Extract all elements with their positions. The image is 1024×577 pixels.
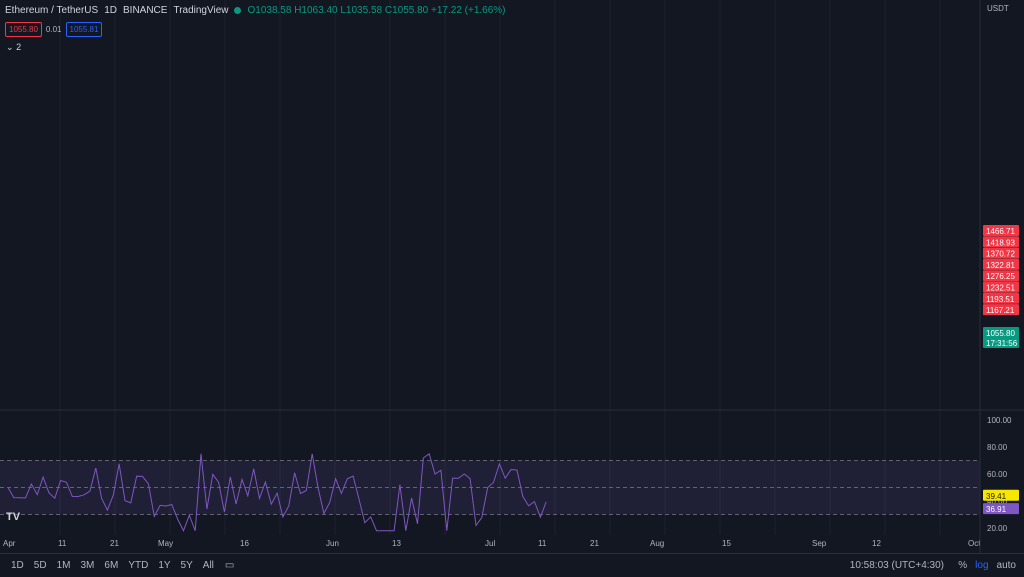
timeframe-button[interactable]: 1Y: [158, 560, 171, 571]
spread-value: 0.01: [45, 25, 62, 34]
rsi-tick-label: 20.00: [987, 524, 1008, 533]
ema-value-tag: 1466.71: [986, 227, 1015, 236]
time-tick-label: Jul: [485, 539, 495, 548]
ema-value-tag-bg: [983, 281, 1019, 293]
time-tick-label: 11: [58, 539, 67, 548]
timeframe-button[interactable]: 6M: [104, 560, 119, 571]
ema-value-tag: 1193.51: [986, 295, 1015, 304]
rsi-tick-label: 100.00: [987, 416, 1012, 425]
time-tick-label: May: [158, 539, 173, 548]
ema-value-tag: 1322.81: [986, 261, 1015, 270]
timeframe-selector: 1D 5D 1M 3M 6M YTD 1Y 5Y All: [0, 560, 219, 571]
time-tick-label: 13: [392, 539, 401, 548]
grid-lines: [59, 0, 941, 535]
time-tick-label: 15: [722, 539, 731, 548]
timeframe-button[interactable]: All: [202, 560, 214, 571]
timeframe-button[interactable]: YTD: [128, 560, 149, 571]
tradingview-logo-icon[interactable]: TV: [6, 511, 21, 523]
countdown-tag: 17:31:56: [986, 339, 1018, 348]
ema-value-tag-bg: [983, 236, 1019, 248]
symbol-title[interactable]: Ethereum / TetherUS: [5, 5, 99, 16]
interval-label[interactable]: 1D: [104, 5, 117, 16]
price-axis: 3200.002800.002600.002400.002200.002000.…: [987, 4, 1009, 13]
time-tick-label: 21: [110, 539, 119, 548]
time-axis: Apr 11 21 May 16 Jun 13 Jul 11 21 Aug 15 Sep 12 Oct: [3, 539, 981, 548]
ema-value-tag-bg: [983, 304, 1019, 316]
time-tick-label: Jun: [326, 539, 339, 548]
ema-value-tag: 1370.72: [986, 250, 1015, 259]
percent-toggle[interactable]: %: [958, 560, 968, 571]
rsi-value-tag-bg: [983, 503, 1019, 515]
rsi-ma-tag: 39.41: [986, 492, 1007, 501]
rsi-tick-label: 80.00: [987, 443, 1008, 452]
last-price-tag: 1055.80: [986, 329, 1015, 338]
ema-value-tag-bg: [983, 258, 1019, 270]
time-tick-label: 16: [240, 539, 249, 548]
rsi-ma-tag-bg: [983, 489, 1019, 501]
rsi-tick-label: 60.00: [987, 470, 1008, 479]
time-tick-label: 11: [538, 539, 547, 548]
calendar-icon[interactable]: ▭: [224, 560, 235, 571]
close-value: C1055.80: [384, 5, 429, 16]
countdown-tag-bg: [983, 337, 1019, 348]
ema-value-tag: 1418.93: [986, 238, 1015, 247]
bottom-toolbar: 1D 5D 1M 3M 6M YTD 1Y 5Y All ▭ 10:58:03 (UTC+4:3…: [0, 553, 1024, 577]
timeframe-button[interactable]: 1D: [11, 560, 24, 571]
scale-options: % log auto: [958, 560, 1016, 571]
log-toggle[interactable]: log: [975, 560, 989, 571]
timeframe-button[interactable]: 1M: [56, 560, 71, 571]
source-label: TradingView: [173, 5, 229, 16]
ema-value-tag-bg: [983, 292, 1019, 304]
open-value: O1038.58: [247, 5, 292, 16]
clock-readout[interactable]: 10:58:03 (UTC+4:30): [849, 560, 944, 571]
timeframe-button[interactable]: 3M: [80, 560, 95, 571]
exchange-label: BINANCE: [123, 5, 168, 16]
last-price-tag-bg: [983, 327, 1019, 338]
rsi-axis: 100.00 80.00 60.00 40.00 20.00: [987, 416, 1012, 533]
timeframe-button[interactable]: 5Y: [180, 560, 193, 571]
rsi-value-tag: 36.91: [986, 505, 1007, 514]
time-tick-label: Apr: [3, 539, 16, 548]
ema-value-tag: 1167.21: [986, 306, 1015, 315]
ema-value-tag-bg: [983, 270, 1019, 282]
ema-value-tag-bg: [983, 247, 1019, 259]
ema-value-tag: 1232.51: [986, 284, 1015, 293]
ohlc-readout: O1038.58 H1063.40 L1035.58 C1055.80 +17.…: [247, 5, 505, 16]
change-value: +17.22 (+1.66%): [431, 5, 506, 16]
time-tick-label: Aug: [650, 539, 664, 548]
low-value: L1035.58: [340, 5, 383, 16]
rsi-line: [7, 452, 547, 532]
currency-label: USDT: [987, 4, 1009, 13]
chart-header: Ethereum / TetherUS 1D BINANCE TradingVi…: [5, 5, 506, 16]
time-tick-label: Sep: [812, 539, 827, 548]
auto-toggle[interactable]: auto: [996, 560, 1016, 571]
trade-buttons: 1055.80 0.01 1055.81: [5, 22, 103, 37]
rsi-tick-label: 40.00: [987, 497, 1008, 506]
time-tick-label: Oct: [968, 539, 981, 548]
indicator-count: 2: [16, 42, 22, 52]
ema-value-tag-bg: [983, 225, 1019, 236]
indicators-toggle[interactable]: ⌄ 2: [6, 42, 21, 53]
buy-button[interactable]: 1055.81: [65, 22, 103, 37]
time-tick-label: 12: [872, 539, 881, 548]
time-tick-label: 21: [590, 539, 599, 548]
chevron-down-icon: ⌄: [6, 42, 14, 52]
high-value: H1063.40: [294, 5, 338, 16]
market-status-icon: [234, 7, 242, 14]
sell-button[interactable]: 1055.80: [5, 22, 42, 37]
ema-value-tag: 1276.25: [986, 272, 1015, 281]
timeframe-button[interactable]: 5D: [33, 560, 47, 571]
